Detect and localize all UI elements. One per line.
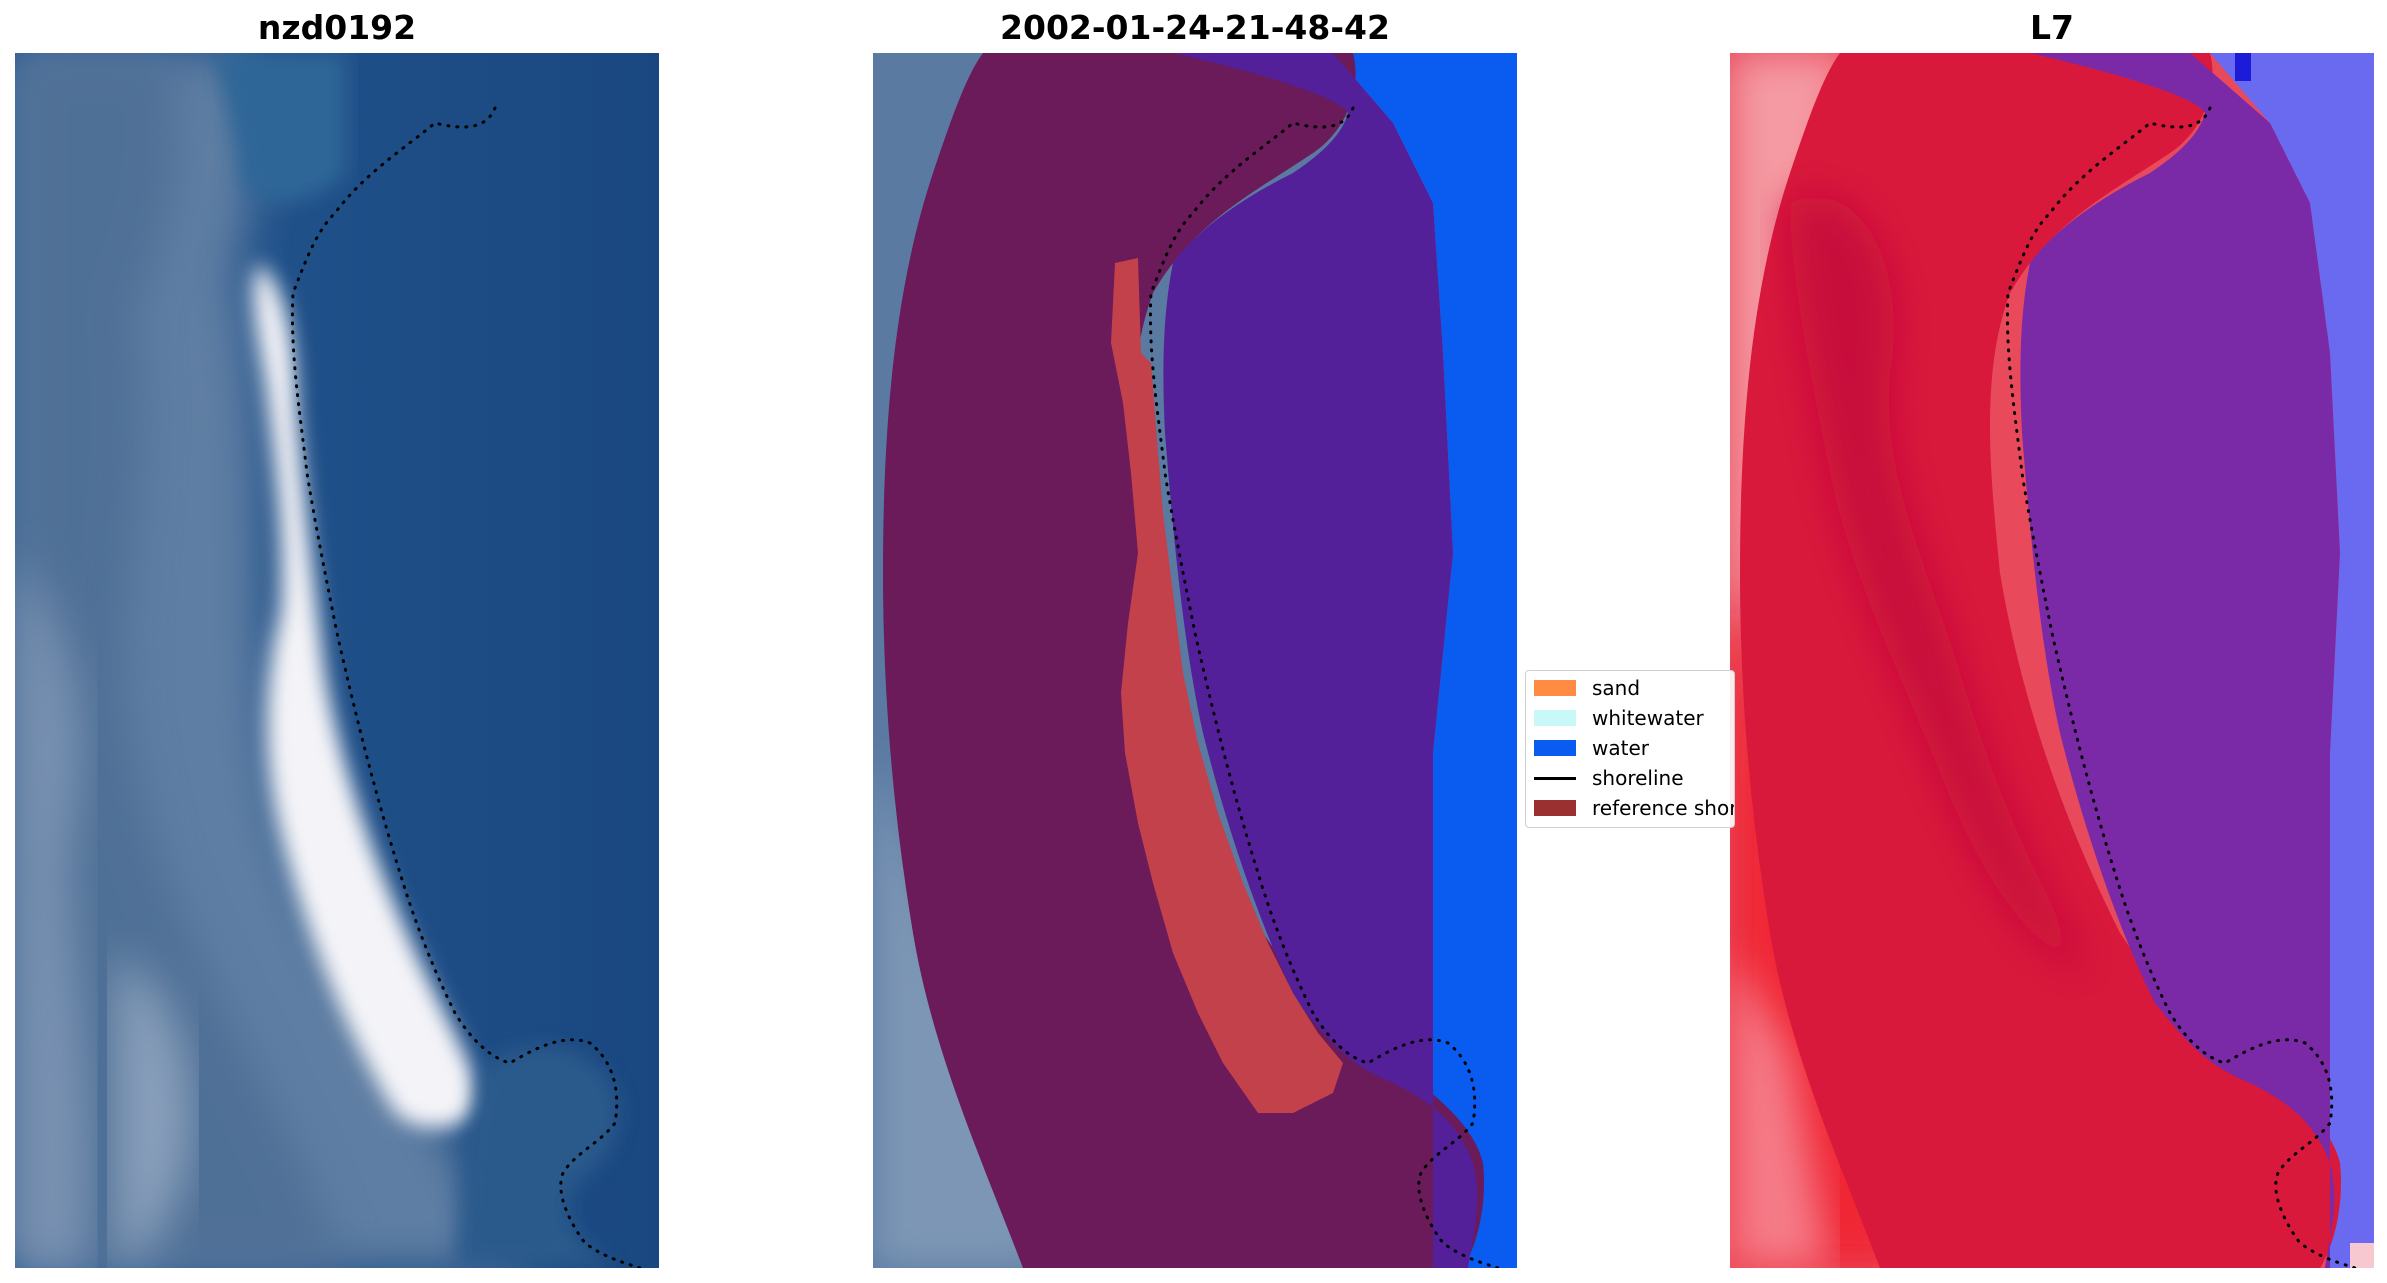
rgb-image-panel [15, 53, 659, 1268]
legend-swatch-sand [1534, 680, 1576, 696]
index-panel [1730, 53, 2374, 1268]
legend-item-sand: sand [1534, 675, 1640, 701]
legend-label-water: water [1592, 736, 1649, 760]
legend: sand whitewater water shoreline referenc… [1525, 670, 1735, 828]
legend-label-shoreline: shoreline [1592, 766, 1684, 790]
panel-title-rgb: nzd0192 [257, 8, 417, 47]
legend-swatch-reference-shoreline [1534, 800, 1576, 816]
classified-water [1163, 53, 1478, 1268]
legend-swatch-water [1534, 740, 1576, 756]
classification-panel [873, 53, 1517, 1268]
legend-label-sand: sand [1592, 676, 1641, 700]
classification-image [873, 53, 1517, 1268]
rgb-image [15, 53, 659, 1268]
legend-label-whitewater: whitewater [1592, 706, 1704, 730]
legend-swatch-shoreline [1534, 776, 1576, 780]
legend-swatch-whitewater [1534, 710, 1576, 726]
legend-item-water: water [1534, 735, 1649, 761]
legend-item-shoreline: shoreline [1534, 765, 1684, 791]
classified-sand [1111, 258, 1343, 1113]
buffer-overlay [883, 53, 1484, 1268]
panel-title-classification: 2002-01-24-21-48-42 [1000, 8, 1390, 47]
panel-title-index: L7 [2030, 8, 2074, 47]
legend-item-reference-shoreline: reference shoreline buffer [1534, 795, 1735, 821]
legend-item-whitewater: whitewater [1534, 705, 1704, 731]
legend-label-reference-shoreline: reference shoreline buffer [1592, 796, 1735, 820]
index-image [1730, 53, 2374, 1268]
